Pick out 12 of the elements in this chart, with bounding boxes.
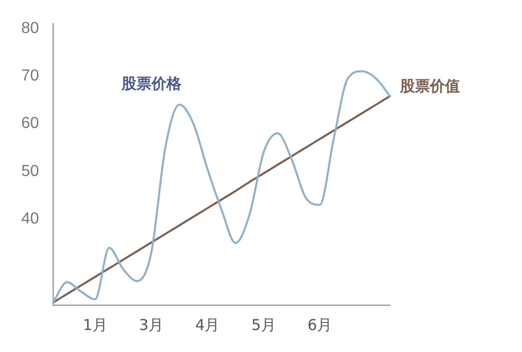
series-label: 股票价值 [399, 76, 460, 95]
y-tick-label: 70 [21, 67, 40, 84]
y-tick-label: 80 [21, 20, 40, 37]
x-tick-label: 1月 [82, 316, 108, 334]
x-tick-label: 5月 [251, 316, 276, 334]
y-tick-label: 50 [21, 162, 40, 180]
y-tick-label: 60 [21, 115, 40, 132]
x-tick-label: 6月 [308, 316, 332, 334]
y-tick-label: 40 [21, 210, 40, 228]
x-tick-label: 3月 [139, 316, 164, 334]
series-label: 股票价格 [120, 74, 182, 93]
x-tick-label: 4月 [195, 316, 220, 334]
